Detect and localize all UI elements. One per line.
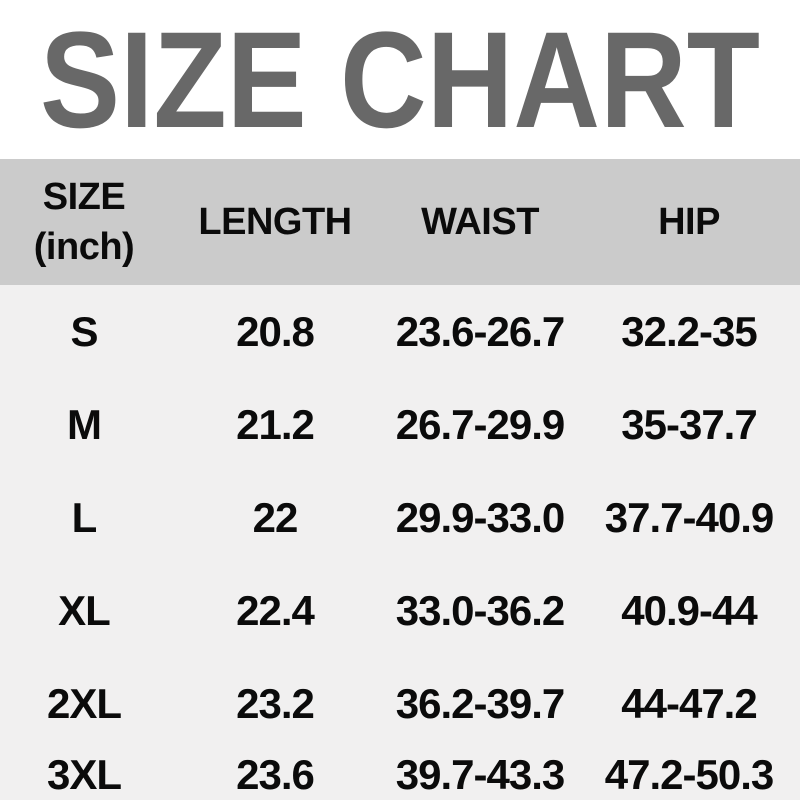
header-cell-length: LENGTH bbox=[168, 197, 382, 247]
size-cell: M bbox=[67, 400, 102, 448]
waist-cell: 33.0-36.2 bbox=[395, 587, 565, 635]
header-cell-waist: WAIST bbox=[382, 197, 578, 247]
size-table: SIZE (inch) LENGTH WAIST HIP S 20.8 23.6… bbox=[0, 159, 800, 800]
header-length-label: LENGTH bbox=[198, 201, 352, 243]
length-cell: 22 bbox=[252, 493, 299, 541]
title-area: SIZE CHART bbox=[0, 0, 800, 159]
waist-cell: 39.7-43.3 bbox=[395, 751, 565, 799]
waist-cell: 29.9-33.0 bbox=[395, 493, 565, 541]
header-hip-label: HIP bbox=[658, 201, 720, 243]
length-cell: 20.8 bbox=[236, 307, 315, 355]
waist-cell: 26.7-29.9 bbox=[395, 400, 565, 448]
hip-cell: 37.7-40.9 bbox=[604, 493, 774, 541]
table-row-s: S 20.8 23.6-26.7 32.2-35 bbox=[0, 285, 800, 378]
table-row-m: M 21.2 26.7-29.9 35-37.7 bbox=[0, 378, 800, 471]
size-cell: L bbox=[71, 493, 98, 541]
header-size-label: SIZE bbox=[42, 176, 126, 218]
title-graphic: SIZE CHART bbox=[40, 4, 760, 157]
length-cell: 23.2 bbox=[236, 680, 315, 728]
header-waist-label: WAIST bbox=[421, 201, 539, 243]
size-cell: XL bbox=[58, 587, 111, 635]
hip-cell: 35-37.7 bbox=[621, 400, 757, 448]
size-cell: 2XL bbox=[46, 680, 122, 728]
header-size-unit: (inch) bbox=[33, 226, 135, 268]
hip-cell: 40.9-44 bbox=[621, 587, 757, 635]
size-cell: 3XL bbox=[46, 751, 122, 799]
header-cell-size: SIZE (inch) bbox=[0, 172, 168, 272]
page-title: SIZE CHART bbox=[40, 4, 760, 157]
table-body: S 20.8 23.6-26.7 32.2-35 M 21.2 26.7-29.… bbox=[0, 285, 800, 800]
table-row-l: L 22 29.9-33.0 37.7-40.9 bbox=[0, 471, 800, 564]
length-cell: 22.4 bbox=[236, 587, 315, 635]
table-header-row: SIZE (inch) LENGTH WAIST HIP bbox=[0, 159, 800, 285]
hip-cell: 47.2-50.3 bbox=[604, 751, 774, 799]
length-cell: 23.6 bbox=[236, 751, 315, 799]
length-cell: 21.2 bbox=[236, 400, 315, 448]
hip-cell: 32.2-35 bbox=[621, 307, 757, 355]
header-cell-hip: HIP bbox=[578, 197, 800, 247]
waist-cell: 36.2-39.7 bbox=[395, 680, 565, 728]
waist-cell: 23.6-26.7 bbox=[395, 307, 565, 355]
table-row-xl: XL 22.4 33.0-36.2 40.9-44 bbox=[0, 565, 800, 658]
hip-cell: 44-47.2 bbox=[621, 680, 757, 728]
table-row-2xl: 2XL 23.2 36.2-39.7 44-47.2 bbox=[0, 658, 800, 751]
table-row-3xl: 3XL 23.6 39.7-43.3 47.2-50.3 bbox=[0, 751, 800, 800]
size-cell: S bbox=[70, 307, 98, 355]
